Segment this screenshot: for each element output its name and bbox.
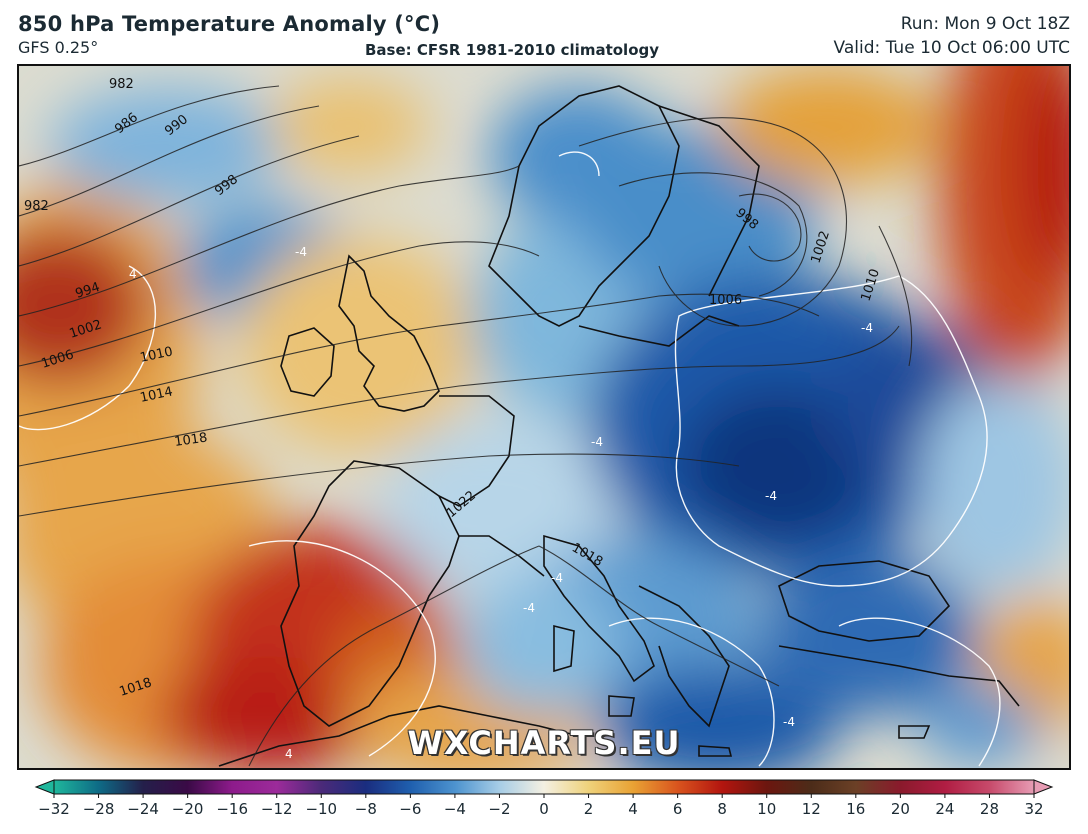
colorbar-tick-label: 32 <box>1024 800 1044 818</box>
isobar-label: 982 <box>109 77 134 92</box>
colorbar-tick-label: −10 <box>305 800 338 818</box>
page-title: 850 hPa Temperature Anomaly (°C) <box>18 12 441 36</box>
colorbar-min-arrow <box>34 779 55 795</box>
colorbar-tick-label: −4 <box>443 800 466 818</box>
colorbar-tick-label: −8 <box>354 800 377 818</box>
anomaly-label: -4 <box>783 715 795 729</box>
anomaly-contours <box>19 151 1001 767</box>
colorbar-tick-label: −32 <box>38 800 70 818</box>
anomaly-label: 4 <box>285 747 293 761</box>
colorbar-tick-label: 8 <box>717 800 727 818</box>
valid-time-label: Valid: Tue 10 Oct 06:00 UTC <box>833 38 1070 58</box>
colorbar-gradient <box>53 779 1035 795</box>
colorbar-tick-label: 28 <box>979 800 999 818</box>
colorbar-tick-label: 2 <box>583 800 594 818</box>
colorbar-tick-label: 12 <box>801 800 821 818</box>
anomaly-label: -4 <box>551 571 563 585</box>
colorbar-tick-label: −24 <box>127 800 159 818</box>
anomaly-map[interactable]: 982 986 990 998 982 994 1002 1006 1010 1… <box>17 64 1071 770</box>
colorbar-tick-label: 16 <box>846 800 866 818</box>
anomaly-label: -4 <box>523 601 535 615</box>
map-canvas: 982 986 990 998 982 994 1002 1006 1010 1… <box>19 66 1069 768</box>
colorbar-legend: −32 −28 −24 −20 −16 −12 −10 −8 −6 −4 −2 0 2 4 6 8 10 12 16… <box>32 778 1056 828</box>
colorbar-tick-label: −2 <box>488 800 511 818</box>
colorbar-tick-label: −12 <box>260 800 293 818</box>
anomaly-field <box>19 66 1069 768</box>
isobar-label: 1014 <box>139 384 174 406</box>
anomaly-labels: -4 -4 -4 -4 -4 -4 -4 4 4 <box>129 245 873 761</box>
coastlines <box>218 85 1020 767</box>
anomaly-label: -4 <box>765 489 777 503</box>
isobar-label: 1006 <box>709 293 742 308</box>
anomaly-label: -4 <box>295 245 307 259</box>
isobar-label: 1010 <box>139 344 174 366</box>
anomaly-label: -4 <box>861 321 873 335</box>
anomaly-label: -4 <box>591 435 603 449</box>
colorbar-tick-label: 0 <box>539 800 549 818</box>
colorbar-max-arrow <box>1033 779 1054 795</box>
climatology-base-label: Base: CFSR 1981-2010 climatology <box>365 41 660 59</box>
isobar-label: 994 <box>74 280 102 302</box>
watermark-logo: WXCHARTS.EU <box>407 724 681 762</box>
colorbar-tick-label: −16 <box>216 800 248 818</box>
run-time-label: Run: Mon 9 Oct 18Z <box>900 14 1070 34</box>
isobar-label: 1018 <box>173 431 208 450</box>
colorbar-tick-label: −6 <box>399 800 422 818</box>
anomaly-label: 4 <box>129 267 137 281</box>
colorbar-tick-label: 24 <box>935 800 955 818</box>
colorbar-tick-label: 4 <box>628 800 638 818</box>
colorbar-tick-label: −20 <box>171 800 204 818</box>
colorbar-scale <box>34 779 1054 798</box>
colorbar-tick-label: 20 <box>890 800 910 818</box>
colorbar-tick-label: 10 <box>757 800 777 818</box>
model-label: GFS 0.25° <box>18 38 99 57</box>
isobar-label: 982 <box>24 199 49 214</box>
colorbar-tick-label: 6 <box>672 800 683 818</box>
colorbar-tick-label: −28 <box>82 800 115 818</box>
isobars <box>19 85 913 767</box>
